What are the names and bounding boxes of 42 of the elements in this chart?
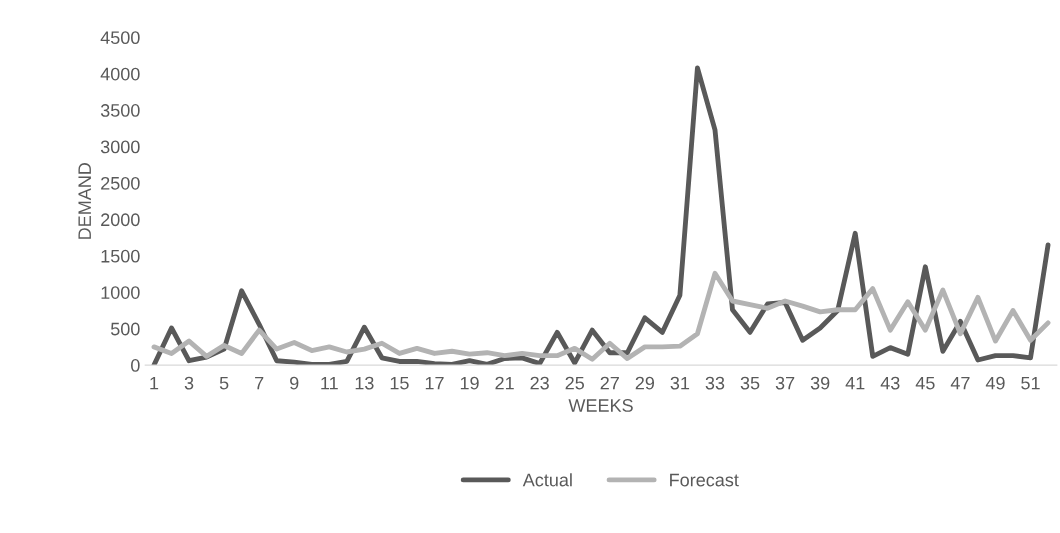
- x-tick-label: 31: [670, 376, 690, 390]
- x-tick-label: 3: [184, 376, 194, 390]
- x-tick-label: 51: [1021, 376, 1040, 390]
- x-tick-label: 35: [740, 376, 760, 390]
- y-tick-label: 4500: [100, 31, 140, 45]
- x-tick-label: 19: [460, 376, 479, 390]
- x-tick-label: 13: [355, 376, 374, 390]
- x-tick-label: 41: [845, 376, 865, 390]
- y-tick-label: 2500: [101, 176, 140, 190]
- x-tick-label: 47: [950, 376, 970, 390]
- x-tick-label: 7: [255, 376, 264, 390]
- x-tick-label: 43: [880, 376, 900, 390]
- x-tick-label: 25: [565, 376, 585, 390]
- y-tick-label: 3000: [100, 140, 140, 154]
- x-tick-label: 11: [321, 376, 338, 390]
- x-tick-label: 5: [219, 376, 229, 390]
- y-tick-label: 3500: [100, 104, 140, 117]
- x-tick-label: 17: [425, 376, 444, 390]
- x-tick-label: 33: [705, 376, 725, 390]
- y-tick-label: 1000: [101, 286, 140, 299]
- x-tick-label: 37: [775, 376, 795, 390]
- y-tick-label: 0: [131, 359, 140, 372]
- x-axis-title: WEEKS: [568, 399, 633, 412]
- x-tick-label: 27: [600, 376, 619, 390]
- legend-label: Forecast: [670, 473, 739, 487]
- x-tick-label: 45: [915, 376, 935, 390]
- legend-label: Actual: [522, 473, 572, 487]
- x-tick-label: 23: [530, 376, 549, 390]
- y-tick-label: 500: [110, 322, 140, 336]
- line-series: [151, 270, 1051, 362]
- x-tick-label: 9: [290, 376, 299, 390]
- line-series: [151, 65, 1051, 366]
- y-tick-label: 2000: [101, 213, 140, 227]
- x-tick-label: 49: [985, 376, 1005, 390]
- y-axis-title: DEMAND: [78, 162, 91, 239]
- x-tick-label: 39: [810, 376, 830, 390]
- x-tick-label: 29: [635, 376, 655, 390]
- x-tick-label: 15: [390, 376, 409, 390]
- y-tick-label: 4000: [100, 67, 140, 81]
- y-tick-label: 1500: [101, 249, 140, 263]
- x-tick-label: 1: [150, 376, 159, 390]
- x-tick-label: 21: [495, 376, 514, 390]
